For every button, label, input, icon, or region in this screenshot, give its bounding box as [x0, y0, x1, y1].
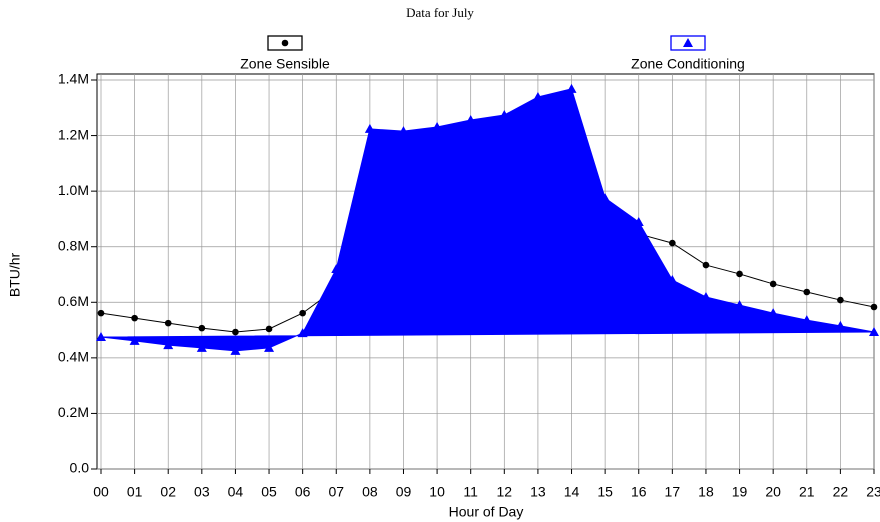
point-marker [331, 263, 342, 273]
y-tick-label: 0.4M [58, 349, 89, 365]
chart-title: Data for July [406, 5, 474, 20]
point-marker [198, 324, 206, 332]
point-marker [465, 115, 476, 125]
legend-marker [281, 39, 289, 47]
x-tick-label: 06 [295, 484, 311, 500]
point-marker [769, 280, 777, 288]
point-marker [768, 308, 779, 318]
point-marker [499, 110, 510, 120]
point-marker [669, 239, 676, 247]
x-tick-label: 11 [463, 484, 478, 500]
point-marker [230, 345, 241, 355]
point-marker [196, 342, 207, 352]
x-tick-label: 19 [732, 484, 748, 500]
point-marker [97, 309, 105, 317]
x-tick-label: 15 [597, 484, 613, 500]
y-tick-label: 0.6M [58, 293, 89, 309]
point-marker [297, 328, 308, 338]
point-marker [398, 126, 409, 136]
point-marker [364, 123, 375, 133]
x-tick-label: 23 [866, 484, 880, 500]
x-tick-label: 20 [765, 484, 781, 500]
x-axis-label: Hour of Day [449, 504, 524, 520]
x-tick-label: 05 [261, 484, 277, 500]
x-tick-label: 02 [160, 484, 176, 500]
point-marker [129, 335, 140, 345]
point-marker [869, 327, 879, 337]
point-marker [566, 83, 577, 93]
point-marker [532, 91, 543, 101]
x-tick-label: 12 [497, 484, 513, 500]
y-tick-label: 0.2M [58, 404, 89, 420]
x-tick-label: 08 [362, 484, 378, 500]
x-tick-label: 14 [564, 484, 580, 500]
x-tick-label: 13 [530, 484, 546, 500]
point-marker [164, 319, 172, 327]
point-marker [633, 216, 644, 226]
x-tick-label: 10 [429, 484, 445, 500]
x-tick-label: 00 [93, 484, 109, 500]
x-tick-label: 04 [228, 484, 244, 500]
legend-label: Zone Sensible [240, 56, 330, 72]
x-tick-label: 09 [396, 484, 412, 500]
x-tick-label: 16 [631, 484, 647, 500]
y-tick-label: 0.0 [70, 460, 90, 476]
area [100, 88, 875, 352]
point-marker [600, 193, 611, 203]
point-marker [835, 320, 846, 330]
y-tick-label: 0.8M [58, 237, 89, 253]
x-tick-label: 21 [799, 484, 815, 500]
point-marker [803, 288, 811, 296]
point-marker [801, 315, 812, 325]
x-tick-label: 07 [328, 484, 344, 500]
point-marker [700, 292, 711, 302]
point-marker [131, 314, 138, 322]
point-marker [299, 309, 306, 317]
point-marker [264, 342, 275, 352]
point-marker [870, 303, 878, 311]
x-tick-label: 03 [194, 484, 210, 500]
x-tick-label: 01 [127, 484, 143, 500]
x-tick-label: 22 [833, 484, 849, 500]
y-tick-label: 1.4M [58, 71, 89, 87]
legend-label: Zone Conditioning [631, 56, 745, 72]
point-marker [734, 300, 745, 310]
y-tick-label: 1.0M [58, 182, 89, 198]
point-marker [232, 328, 239, 336]
point-marker [736, 270, 743, 278]
legend-marker [683, 38, 693, 47]
point-marker [667, 275, 678, 285]
point-marker [432, 121, 443, 131]
point-marker [265, 325, 273, 333]
point-marker [837, 296, 844, 304]
y-tick-label: 1.2M [58, 126, 89, 142]
y-axis-label: BTU/hr [7, 252, 23, 297]
point-marker [702, 261, 710, 269]
point-marker [96, 332, 106, 342]
x-tick-label: 18 [698, 484, 714, 500]
point-marker [163, 340, 174, 350]
x-tick-label: 17 [665, 484, 681, 500]
